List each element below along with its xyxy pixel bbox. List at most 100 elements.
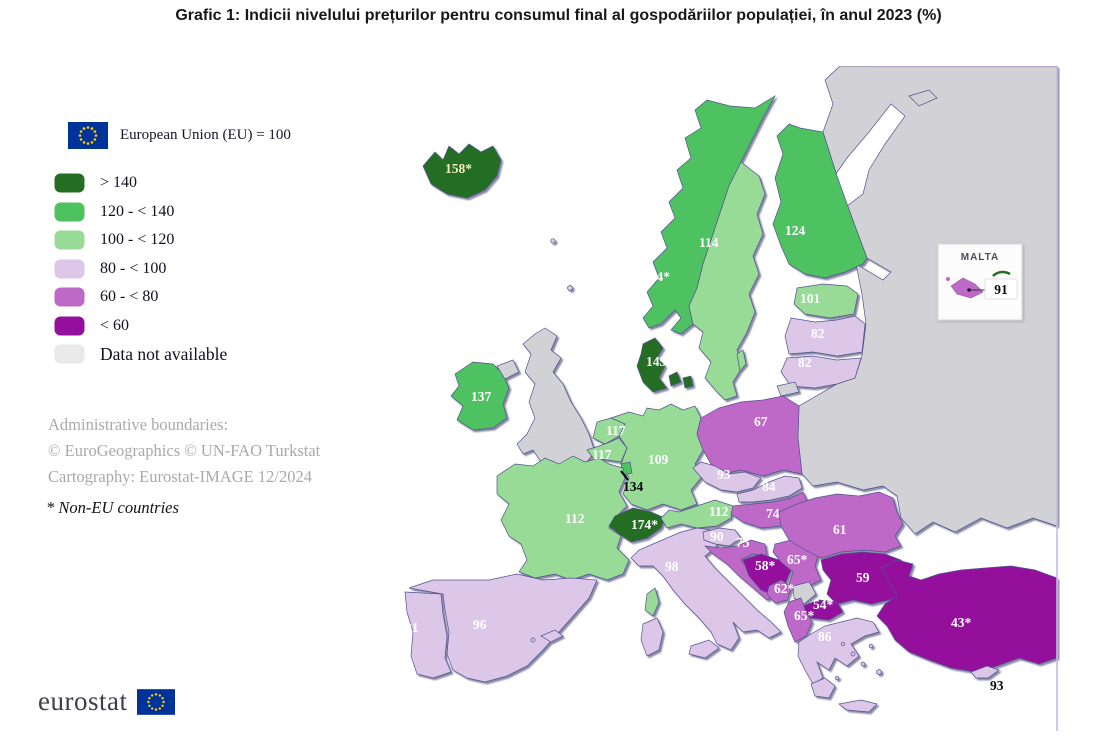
eu-flag-icon [68,122,108,149]
island-sardinia [640,617,664,657]
label-denmark: 145 [646,354,667,369]
malta-islet [946,277,950,281]
label-spain: 96 [473,617,487,632]
legend-label-no-data: Data not available [100,343,228,364]
label-bulgaria: 59 [856,570,870,585]
label-poland: 67 [754,414,768,429]
shetland-islands [567,285,573,291]
malta-inset-title: MALTA [961,252,1000,263]
page-title: Grafic 1: Indicii nivelului prețurilor p… [175,7,942,24]
label-germany: 109 [648,452,669,467]
label-cyprus: 93 [990,678,1004,693]
label-belgium: 117 [592,447,612,462]
label-austria: 112 [709,504,729,519]
balearic-islands [530,629,564,643]
legend-label: 60 - < 80 [100,288,159,305]
country-ireland [450,361,510,431]
label-netherlands: 117 [606,423,626,438]
label-finland: 124 [785,223,806,238]
country-latvia [784,315,866,357]
country-romania [778,491,904,559]
landmasses [404,66,1058,713]
country-denmark [636,337,668,393]
inset-green-mark [992,270,1011,277]
label-slovenia: 90 [710,529,724,544]
label-romania: 61 [833,522,847,537]
label-turkey: 43* [951,615,972,630]
legend-row-no-data: Data not available [54,344,227,364]
legend-row: 80 - < 100 [54,259,227,279]
label-north-macedonia: 54* [813,597,834,612]
eurostat-logo-text: eurostat [38,686,128,716]
label-slovakia: 84 [762,479,776,494]
country-belgium [586,437,628,463]
country-turkey [876,559,1058,673]
region-northern-ireland-no-data [496,359,520,380]
country-cyprus [970,665,1000,679]
country-slovakia [736,475,803,503]
label-montenegro: 62* [774,581,795,596]
island-crete [838,699,878,713]
legend-row: 120 - < 140 [54,202,227,222]
legend-label: > 140 [100,174,138,191]
eu-flag-icon [137,688,176,715]
legend-label: 100 - < 120 [100,231,175,248]
region-kaliningrad [776,381,800,397]
label-lithuania: 82 [798,355,812,370]
aegean-islands [834,641,882,681]
country-sweden [688,161,766,401]
label-hungary: 74 [766,506,780,521]
region-united-kingdom-no-data [516,327,596,469]
legend-swatch [54,230,85,250]
legend-swatch-no-data [54,344,85,364]
label-bosnia: 58* [755,558,776,573]
country-switzerland [608,507,666,543]
country-poland [696,395,803,477]
attribution-line: Cartography: Eurostat-IMAGE 12/2024 [48,467,312,486]
country-italy [630,527,782,651]
label-sweden: 114 [699,235,719,250]
europe-map: 158* 124* 114 124 101 82 82 145 137 117 … [404,66,1058,731]
country-finland [772,123,868,279]
country-malta [950,277,984,299]
country-montenegro [766,579,793,604]
country-czechia [692,461,762,493]
country-portugal [404,591,452,679]
label-switzerland: 174* [631,517,658,532]
label-greece: 86 [818,629,832,644]
legend-swatch [54,287,85,307]
label-latvia: 82 [811,326,825,341]
label-serbia: 65* [787,552,808,567]
island-sicily [688,639,720,659]
legend-row: 60 - < 80 [54,287,227,307]
malta-inset: MALTA 91 [937,243,1023,321]
label-italy: 98 [665,559,679,574]
label-albania: 65* [794,608,815,623]
eu-reference: European Union (EU) = 100 [68,122,291,149]
white-sea [828,103,906,207]
attribution-line: © EuroGeographics © UN-FAO Turkstat [48,441,321,460]
value-labels: 158* 124* 114 124 101 82 82 145 137 117 … [405,161,1004,693]
legend-label: < 60 [100,316,130,334]
label-czechia: 93 [717,467,731,482]
malta-value-box [984,278,1018,300]
label-ireland: 137 [471,389,492,404]
denmark-islands [668,371,694,389]
map-frame [870,66,1058,731]
label-portugal: 91 [405,620,419,635]
legend-swatch [54,202,85,221]
attribution-line: Administrative boundaries: [48,415,229,434]
label-luxembourg: 134 [623,479,644,494]
label-norway: 124* [643,269,670,284]
island-gotland [736,349,747,372]
eurostat-logo: eurostat [38,686,176,717]
luxembourg-pointer-line [620,470,629,481]
label-estonia: 101 [800,291,821,306]
legend-row: < 60 [54,316,227,336]
legend-swatch [54,316,85,335]
attribution: Administrative boundaries: © EuroGeograp… [48,412,320,490]
legend-label: 120 - < 140 [100,202,175,220]
country-slovenia [702,527,742,547]
legend-row: 100 - < 120 [54,230,227,250]
island-corsica [644,587,660,617]
